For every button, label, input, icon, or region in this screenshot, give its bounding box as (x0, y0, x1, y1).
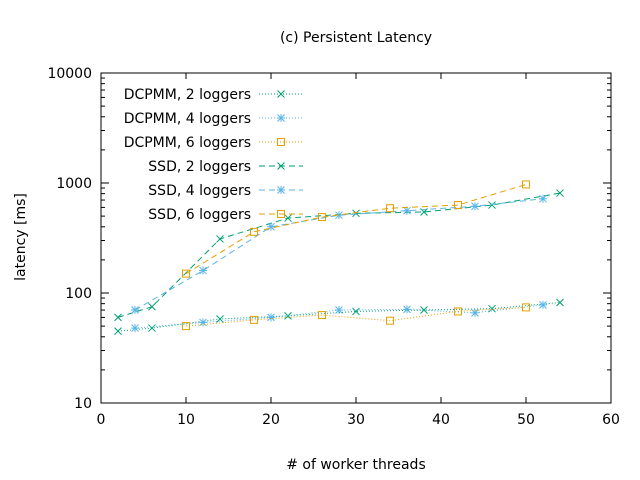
data-point (403, 305, 411, 314)
legend: DCPMM, 2 loggers DCPMM, 4 loggers DCPMM, 6… (124, 87, 303, 223)
series-line (185, 183, 527, 275)
x-tick-label: 20 (262, 412, 280, 428)
data-point (471, 202, 479, 211)
legend-marker (277, 138, 285, 146)
legend-label: DCPMM, 2 loggers (124, 87, 251, 103)
y-tick-label: 1000 (56, 176, 92, 192)
data-point (199, 266, 207, 275)
data-point (267, 313, 275, 322)
data-point (488, 201, 496, 209)
y-tick-label: 100 (65, 286, 92, 302)
legend-label: SSD, 4 loggers (148, 183, 251, 199)
series-4 (131, 194, 547, 315)
data-point (420, 306, 428, 314)
data-point (454, 307, 462, 316)
data-point (318, 311, 326, 320)
series-line (117, 192, 561, 318)
data-point (148, 302, 156, 311)
legend-label: DCPMM, 6 loggers (124, 135, 251, 151)
legend-marker (277, 114, 285, 122)
data-point (454, 201, 462, 210)
legend-marker (277, 90, 285, 98)
series-1 (131, 300, 547, 333)
data-point (131, 306, 139, 315)
chart-title: (c) Persistent Latency (280, 30, 432, 46)
legend-label: DCPMM, 4 loggers (124, 111, 251, 127)
x-tick-label: 40 (432, 412, 450, 428)
data-point (250, 227, 258, 236)
x-tick-label: 50 (517, 412, 535, 428)
data-point (114, 327, 122, 336)
data-point (403, 206, 411, 215)
data-point (182, 322, 190, 331)
series-line (117, 301, 561, 332)
y-tick-label: 10 (74, 396, 92, 412)
x-axis-label: # of worker threads (286, 457, 426, 473)
data-point (352, 209, 360, 218)
data-point (114, 313, 122, 322)
series-2 (182, 303, 530, 331)
data-point (386, 316, 394, 325)
data-point (335, 306, 343, 315)
axes: 0 10 20 30 40 50 60 10 100 1000 10000 (47, 66, 619, 428)
legend-label: SSD, 6 loggers (148, 207, 251, 223)
legend-label: SSD, 2 loggers (148, 159, 251, 175)
x-tick-label: 60 (602, 412, 620, 428)
y-tick-label: 10000 (47, 66, 92, 82)
legend-marker (277, 210, 285, 218)
data-point (522, 303, 530, 312)
data-point (539, 300, 547, 309)
x-tick-label: 0 (97, 412, 106, 428)
data-point (352, 307, 360, 316)
data-point (539, 194, 547, 203)
data-point (471, 308, 479, 317)
data-point (199, 318, 207, 327)
data-point (182, 269, 190, 278)
legend-marker (277, 162, 285, 170)
legend-marker (277, 186, 285, 194)
data-point (216, 235, 224, 243)
data-point (386, 204, 394, 213)
data-point (335, 211, 343, 220)
series-0 (114, 298, 564, 336)
data-point (556, 189, 564, 197)
series-5 (182, 180, 530, 278)
data-point (148, 324, 156, 332)
data-point (131, 324, 139, 333)
series-layer (114, 180, 564, 336)
data-point (250, 315, 258, 324)
x-tick-label: 30 (347, 412, 365, 428)
data-point (284, 214, 292, 222)
x-tick-label: 10 (177, 412, 195, 428)
data-point (556, 298, 564, 307)
y-axis-label: latency [ms] (13, 193, 29, 281)
data-point (318, 213, 326, 222)
data-point (522, 180, 530, 189)
data-point (267, 222, 275, 231)
